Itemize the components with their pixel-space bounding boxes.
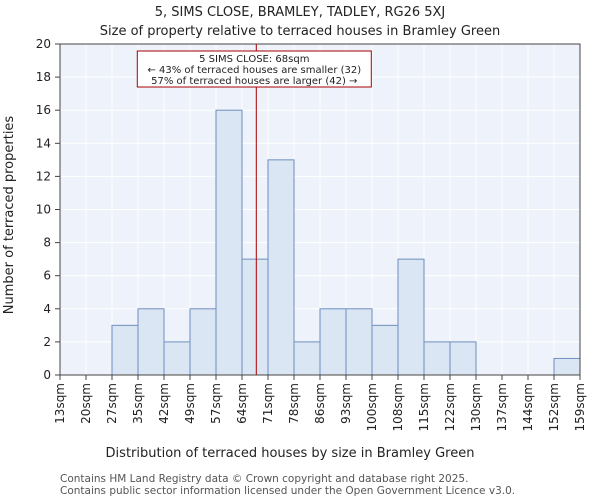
plot-frame — [59, 43, 581, 376]
x-tick-label: 108sqm — [391, 383, 405, 431]
bar-93sqm — [345, 308, 373, 376]
y-tick-label: 20 — [36, 37, 51, 51]
x-tick-label: 20sqm — [79, 383, 93, 424]
x-tick-label: 115sqm — [417, 383, 431, 431]
y-tick-label: 16 — [36, 103, 51, 117]
x-tick-label: 130sqm — [469, 383, 483, 431]
x-tick-label: 93sqm — [339, 383, 353, 424]
x-tick-label: 100sqm — [365, 383, 379, 431]
bar-115sqm — [423, 341, 451, 376]
bars — [111, 109, 581, 376]
x-tick-label: 144sqm — [521, 383, 535, 431]
footer-line-2: Contains public sector information licen… — [60, 485, 515, 497]
y-tick-label: 4 — [43, 302, 51, 316]
y-axis-ticks: 0 2 4 6 8 10 12 14 16 18 20 — [36, 37, 60, 382]
bar-86sqm — [319, 308, 347, 376]
bar-42sqm — [163, 341, 191, 376]
chart-subtitle: Size of property relative to terraced ho… — [100, 24, 500, 39]
annotation-line-3: 57% of terraced houses are larger (42) → — [151, 76, 357, 87]
bar-122sqm — [449, 341, 477, 376]
x-tick-label: 49sqm — [183, 383, 197, 424]
y-tick-label: 12 — [36, 169, 51, 183]
x-tick-label: 137sqm — [495, 383, 509, 431]
annotation-box — [136, 50, 372, 88]
x-axis-label: Distribution of terraced houses by size … — [106, 446, 475, 461]
x-tick-label: 42sqm — [157, 383, 171, 424]
x-tick-label: 64sqm — [235, 383, 249, 424]
bar-57sqm — [215, 109, 243, 376]
x-tick-label: 86sqm — [313, 383, 327, 424]
y-tick-label: 14 — [36, 136, 51, 150]
bar-64sqm — [241, 258, 269, 376]
bar-152sqm — [553, 357, 581, 376]
x-tick-label: 78sqm — [287, 383, 301, 424]
x-tick-label: 35sqm — [131, 383, 145, 424]
bar-49sqm — [189, 308, 217, 376]
y-tick-label: 10 — [36, 203, 51, 217]
y-tick-label: 2 — [43, 335, 51, 349]
x-tick-label: 27sqm — [105, 383, 119, 424]
bar-108sqm — [397, 258, 425, 376]
annotation-line-2: ← 43% of terraced houses are smaller (32… — [147, 65, 361, 76]
y-tick-label: 6 — [43, 269, 51, 283]
x-tick-label: 71sqm — [261, 383, 275, 424]
footer-line-1: Contains HM Land Registry data © Crown c… — [60, 473, 468, 485]
bar-100sqm — [371, 324, 399, 376]
y-tick-label: 0 — [43, 368, 51, 382]
y-tick-label: 18 — [36, 70, 51, 84]
bar-27sqm — [111, 324, 139, 376]
x-tick-label: 57sqm — [209, 383, 223, 424]
bar-35sqm — [137, 308, 165, 376]
x-axis-ticks: 13sqm 20sqm 27sqm 35sqm 42sqm 49sqm 57sqm 64sqm… — [53, 375, 587, 431]
chart-title: 5, SIMS CLOSE, BRAMLEY, TADLEY, RG26 5XJ — [155, 5, 446, 20]
x-tick-label: 159sqm — [573, 383, 587, 431]
y-axis-label: Number of terraced properties — [2, 116, 17, 315]
property-annotation: 5 SIMS CLOSE: 68sqm ← 43% of terraced ho… — [136, 50, 372, 88]
bar-78sqm — [293, 341, 321, 376]
annotation-line-1: 5 SIMS CLOSE: 68sqm — [199, 54, 309, 65]
x-tick-label: 13sqm — [53, 383, 67, 424]
y-tick-label: 8 — [43, 236, 51, 250]
x-tick-label: 122sqm — [443, 383, 457, 431]
bar-71sqm — [267, 159, 295, 376]
x-tick-label: 152sqm — [547, 383, 561, 431]
